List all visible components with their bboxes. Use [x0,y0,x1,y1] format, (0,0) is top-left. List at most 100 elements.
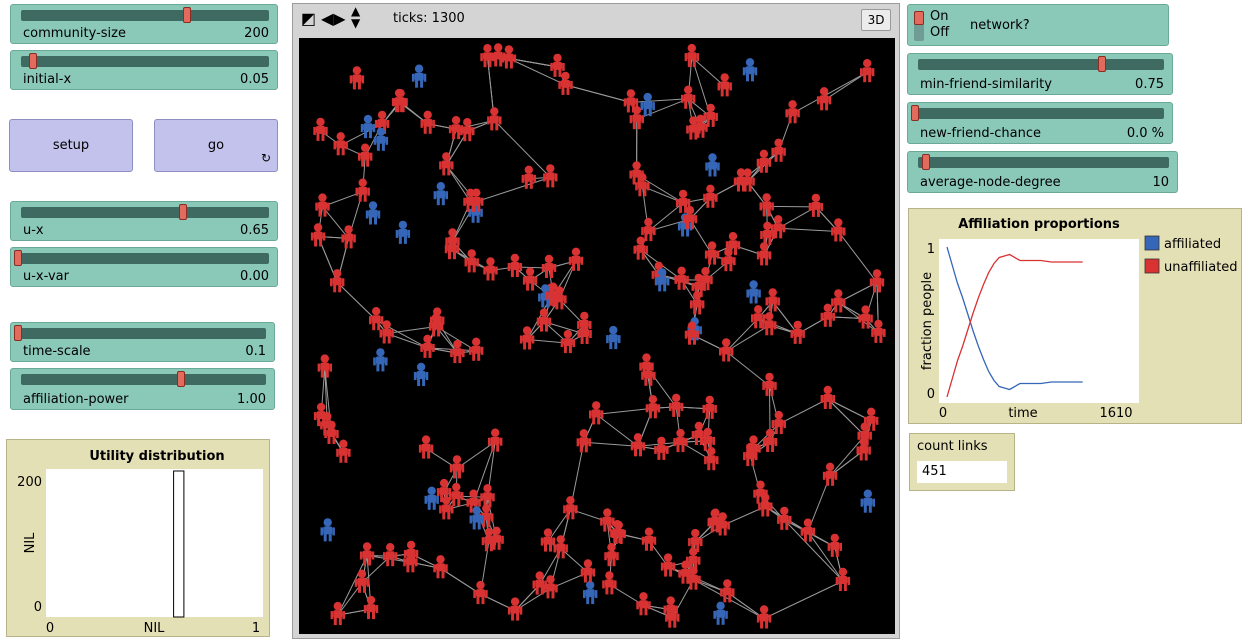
min-friend-similarity-slider[interactable]: min-friend-similarity 0.75 [907,53,1173,95]
affiliation-power-slider[interactable]: affiliation-power 1.00 [10,368,275,410]
network-link [824,72,867,100]
person-icon-unaffiliated [488,429,502,452]
person-icon-affiliated [746,280,760,303]
slider-knob[interactable] [179,204,187,220]
person-icon-unaffiliated [364,596,378,619]
slider-knob[interactable] [911,105,919,121]
person-icon-affiliated [705,153,719,176]
network-link [476,177,550,201]
slider-knob[interactable] [183,7,191,23]
person-icon-unaffiliated [311,223,325,246]
person-icon-unaffiliated [543,164,557,187]
slider-label: new-friend-chance [920,126,1041,141]
person-icon-unaffiliated [871,320,885,343]
person-icon-affiliated [321,518,335,541]
slider-value: 0.05 [240,72,269,87]
network-link [764,581,843,619]
forever-icon: ↻ [261,151,271,165]
person-icon-unaffiliated [823,463,837,486]
3d-button[interactable]: 3D [861,9,891,31]
monitor-value-box: 451 [917,461,1007,483]
network-link [778,228,838,231]
person-icon-unaffiliated [350,66,364,89]
u-x-slider[interactable]: u-x 0.65 [10,201,278,241]
slider-track[interactable] [21,253,269,264]
slider-track[interactable] [21,56,269,67]
affiliation-plot-svg: Affiliation proportions 1 0 fraction peo… [909,209,1243,425]
person-icon-unaffiliated [537,308,551,331]
plot-title: Utility distribution [89,449,224,464]
network-link [566,85,631,103]
person-icon-unaffiliated [720,579,734,602]
resize-horizontal-icon[interactable]: ◀▶ [321,9,346,28]
setup-button[interactable]: setup [9,119,133,172]
slider-track[interactable] [21,207,269,218]
person-icon-unaffiliated [719,338,733,361]
y-axis-label: fraction people [920,272,935,370]
slider-knob[interactable] [922,154,930,170]
slider-track[interactable] [918,157,1169,168]
y-tick-min: 0 [34,600,42,615]
slider-track[interactable] [21,328,266,339]
average-node-degree-slider[interactable]: average-node-degree 10 [907,151,1178,193]
time-scale-slider[interactable]: time-scale 0.1 [10,322,275,362]
u-x-var-slider[interactable]: u-x-var 0.00 [10,247,278,287]
person-icon-unaffiliated [469,338,483,361]
slider-track[interactable] [918,108,1164,119]
community-size-slider[interactable]: community-size 200 [10,4,278,44]
person-icon-affiliated [861,490,875,513]
edit-shape-icon[interactable]: ◩ [301,9,316,28]
slider-value: 0.00 [240,269,269,284]
slider-knob[interactable] [177,371,185,387]
initial-x-slider[interactable]: initial-x 0.05 [10,50,278,90]
switch-knob[interactable] [914,11,924,25]
person-icon-unaffiliated [491,43,505,66]
resize-vertical-icon[interactable]: ▲▼ [351,5,360,29]
person-icon-unaffiliated [523,267,537,290]
person-icon-unaffiliated [450,340,464,363]
person-icon-affiliated [606,326,620,349]
slider-track[interactable] [918,59,1164,70]
person-icon-unaffiliated [772,411,786,434]
person-icon-unaffiliated [473,581,487,604]
network-link [584,442,638,446]
network-switch[interactable]: On Off network? [907,4,1169,46]
person-icon-unaffiliated [636,592,650,615]
network-link [779,399,828,424]
slider-value: 0.0 % [1127,126,1164,141]
go-button[interactable]: go ↻ [154,119,278,172]
person-icon-unaffiliated [631,433,645,456]
person-icon-unaffiliated [685,322,699,345]
ticks-counter: ticks: 1300 [393,11,465,26]
person-icon-affiliated [366,201,380,224]
network-link [596,414,638,446]
person-icon-unaffiliated [821,386,835,409]
switch-toggle[interactable] [914,11,924,41]
slider-knob[interactable] [14,250,22,266]
new-friend-chance-slider[interactable]: new-friend-chance 0.0 % [907,102,1173,144]
plot-area [939,239,1139,403]
slider-value: 200 [244,26,269,41]
slider-track[interactable] [21,10,269,21]
network-link [767,206,816,207]
network-link [838,232,877,283]
legend-swatch-affiliated [1145,236,1159,250]
y-tick-min: 0 [927,387,935,402]
person-icon-unaffiliated [356,179,370,202]
person-icon-unaffiliated [721,248,735,271]
world-canvas[interactable] [299,38,895,634]
slider-track[interactable] [21,374,266,385]
person-icon-unaffiliated [646,395,660,418]
world-view[interactable]: ◩ ◀▶ ▲▼ ticks: 1300 3D [292,3,900,639]
person-icon-unaffiliated [487,107,501,130]
slider-value: 0.65 [240,223,269,238]
slider-knob[interactable] [29,53,37,69]
slider-knob[interactable] [14,325,22,341]
network-link [648,203,683,231]
person-icon-unaffiliated [465,249,479,272]
agents-layer [311,43,886,628]
person-icon-unaffiliated [673,429,687,452]
slider-knob[interactable] [1098,56,1106,72]
legend-label-unaffiliated: unaffiliated [1164,260,1238,275]
network-link [494,120,550,177]
